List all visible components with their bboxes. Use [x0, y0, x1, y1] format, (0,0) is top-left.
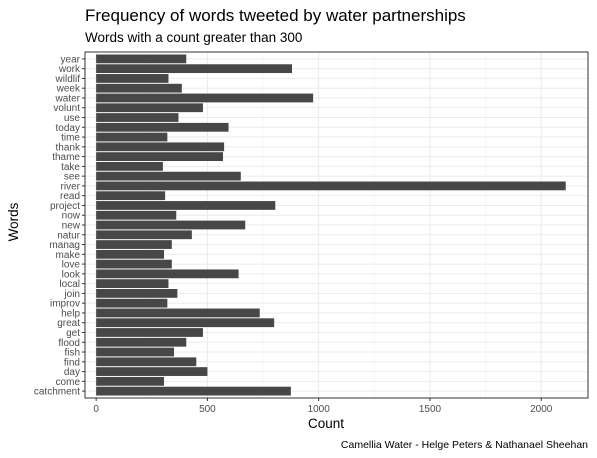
y-tick-label: catchment [34, 387, 80, 398]
x-axis-title: Count [308, 416, 344, 431]
bar-make [96, 249, 165, 259]
plot-panel: yearworkwildlifweekwatervoluntusetodayti… [34, 51, 589, 415]
y-tick-label: find [64, 357, 80, 368]
x-tick-label: 0 [93, 404, 99, 415]
bar-improv [96, 298, 168, 308]
y-tick-label: flood [58, 338, 80, 349]
bar-look [96, 269, 239, 279]
bar-read [96, 191, 166, 201]
bar-love [96, 259, 172, 269]
bar-volunt [96, 103, 203, 113]
y-tick-label: join [63, 289, 80, 300]
y-tick-label: river [61, 181, 81, 192]
bar-find [96, 357, 197, 367]
y-tick-label: love [62, 260, 81, 271]
chart-subtitle: Words with a count greater than 300 [85, 30, 302, 45]
y-tick-label: week [56, 84, 81, 95]
bar-project [96, 201, 276, 210]
y-tick-label: wildlif [55, 74, 81, 85]
chart-caption: Camellia Water - Helge Peters & Nathanae… [341, 439, 588, 451]
y-tick-label: help [61, 308, 80, 319]
y-tick-label: look [62, 269, 81, 280]
bar-fish [96, 347, 175, 357]
y-tick-label: new [62, 221, 81, 232]
x-tick-label: 1000 [308, 404, 331, 415]
bar-new [96, 220, 246, 230]
bar-use [96, 113, 179, 122]
bar-help [96, 308, 260, 318]
bar-week [96, 83, 182, 93]
y-tick-label: time [61, 133, 80, 144]
y-tick-label: use [64, 113, 81, 124]
y-tick-label: take [61, 162, 80, 173]
bar-year [96, 54, 187, 64]
y-tick-label: year [61, 54, 81, 65]
bar-get [96, 328, 203, 337]
bar-wildlif [96, 74, 169, 83]
y-tick-label: manag [49, 240, 80, 251]
bar-river [96, 181, 566, 191]
bar-day [96, 367, 208, 376]
y-tick-label: get [66, 328, 80, 339]
y-tick-label: great [57, 318, 80, 329]
y-tick-label: now [62, 211, 81, 222]
chart-title: Frequency of words tweeted by water part… [85, 6, 466, 25]
x-tick-label: 500 [199, 404, 216, 415]
x-tick-label: 1500 [419, 404, 442, 415]
y-tick-label: natur [57, 230, 80, 241]
y-tick-label: thame [52, 152, 80, 163]
y-tick-label: day [64, 367, 80, 378]
bar-thame [96, 152, 223, 161]
x-tick-label: 2000 [530, 404, 553, 415]
y-tick-label: fish [64, 348, 80, 359]
y-tick-label: see [64, 172, 81, 183]
bar-catchment [96, 386, 291, 396]
y-tick-label: make [56, 250, 81, 261]
y-tick-label: work [58, 64, 81, 75]
bar-see [96, 171, 241, 181]
y-tick-label: project [50, 201, 80, 212]
y-tick-label: improv [50, 299, 80, 310]
bar-local [96, 279, 169, 289]
y-tick-label: volunt [53, 103, 80, 114]
bar-thank [96, 142, 225, 152]
bar-join [96, 289, 178, 298]
bar-come [96, 376, 165, 386]
bar-natur [96, 230, 192, 240]
y-axis-title: Words [6, 202, 21, 241]
bar-now [96, 210, 177, 220]
y-tick-label: today [56, 123, 80, 134]
y-tick-label: local [59, 279, 80, 290]
bar-flood [96, 337, 187, 347]
bar-water [96, 93, 314, 103]
bar-take [96, 161, 163, 171]
y-tick-label: come [56, 377, 81, 388]
y-tick-label: water [55, 93, 81, 104]
bar-great [96, 318, 275, 328]
bar-work [96, 64, 292, 74]
y-tick-label: thank [56, 142, 81, 153]
bar-today [96, 122, 229, 132]
y-tick-label: read [60, 191, 80, 202]
bar-manag [96, 240, 172, 249]
bar-time [96, 132, 168, 142]
